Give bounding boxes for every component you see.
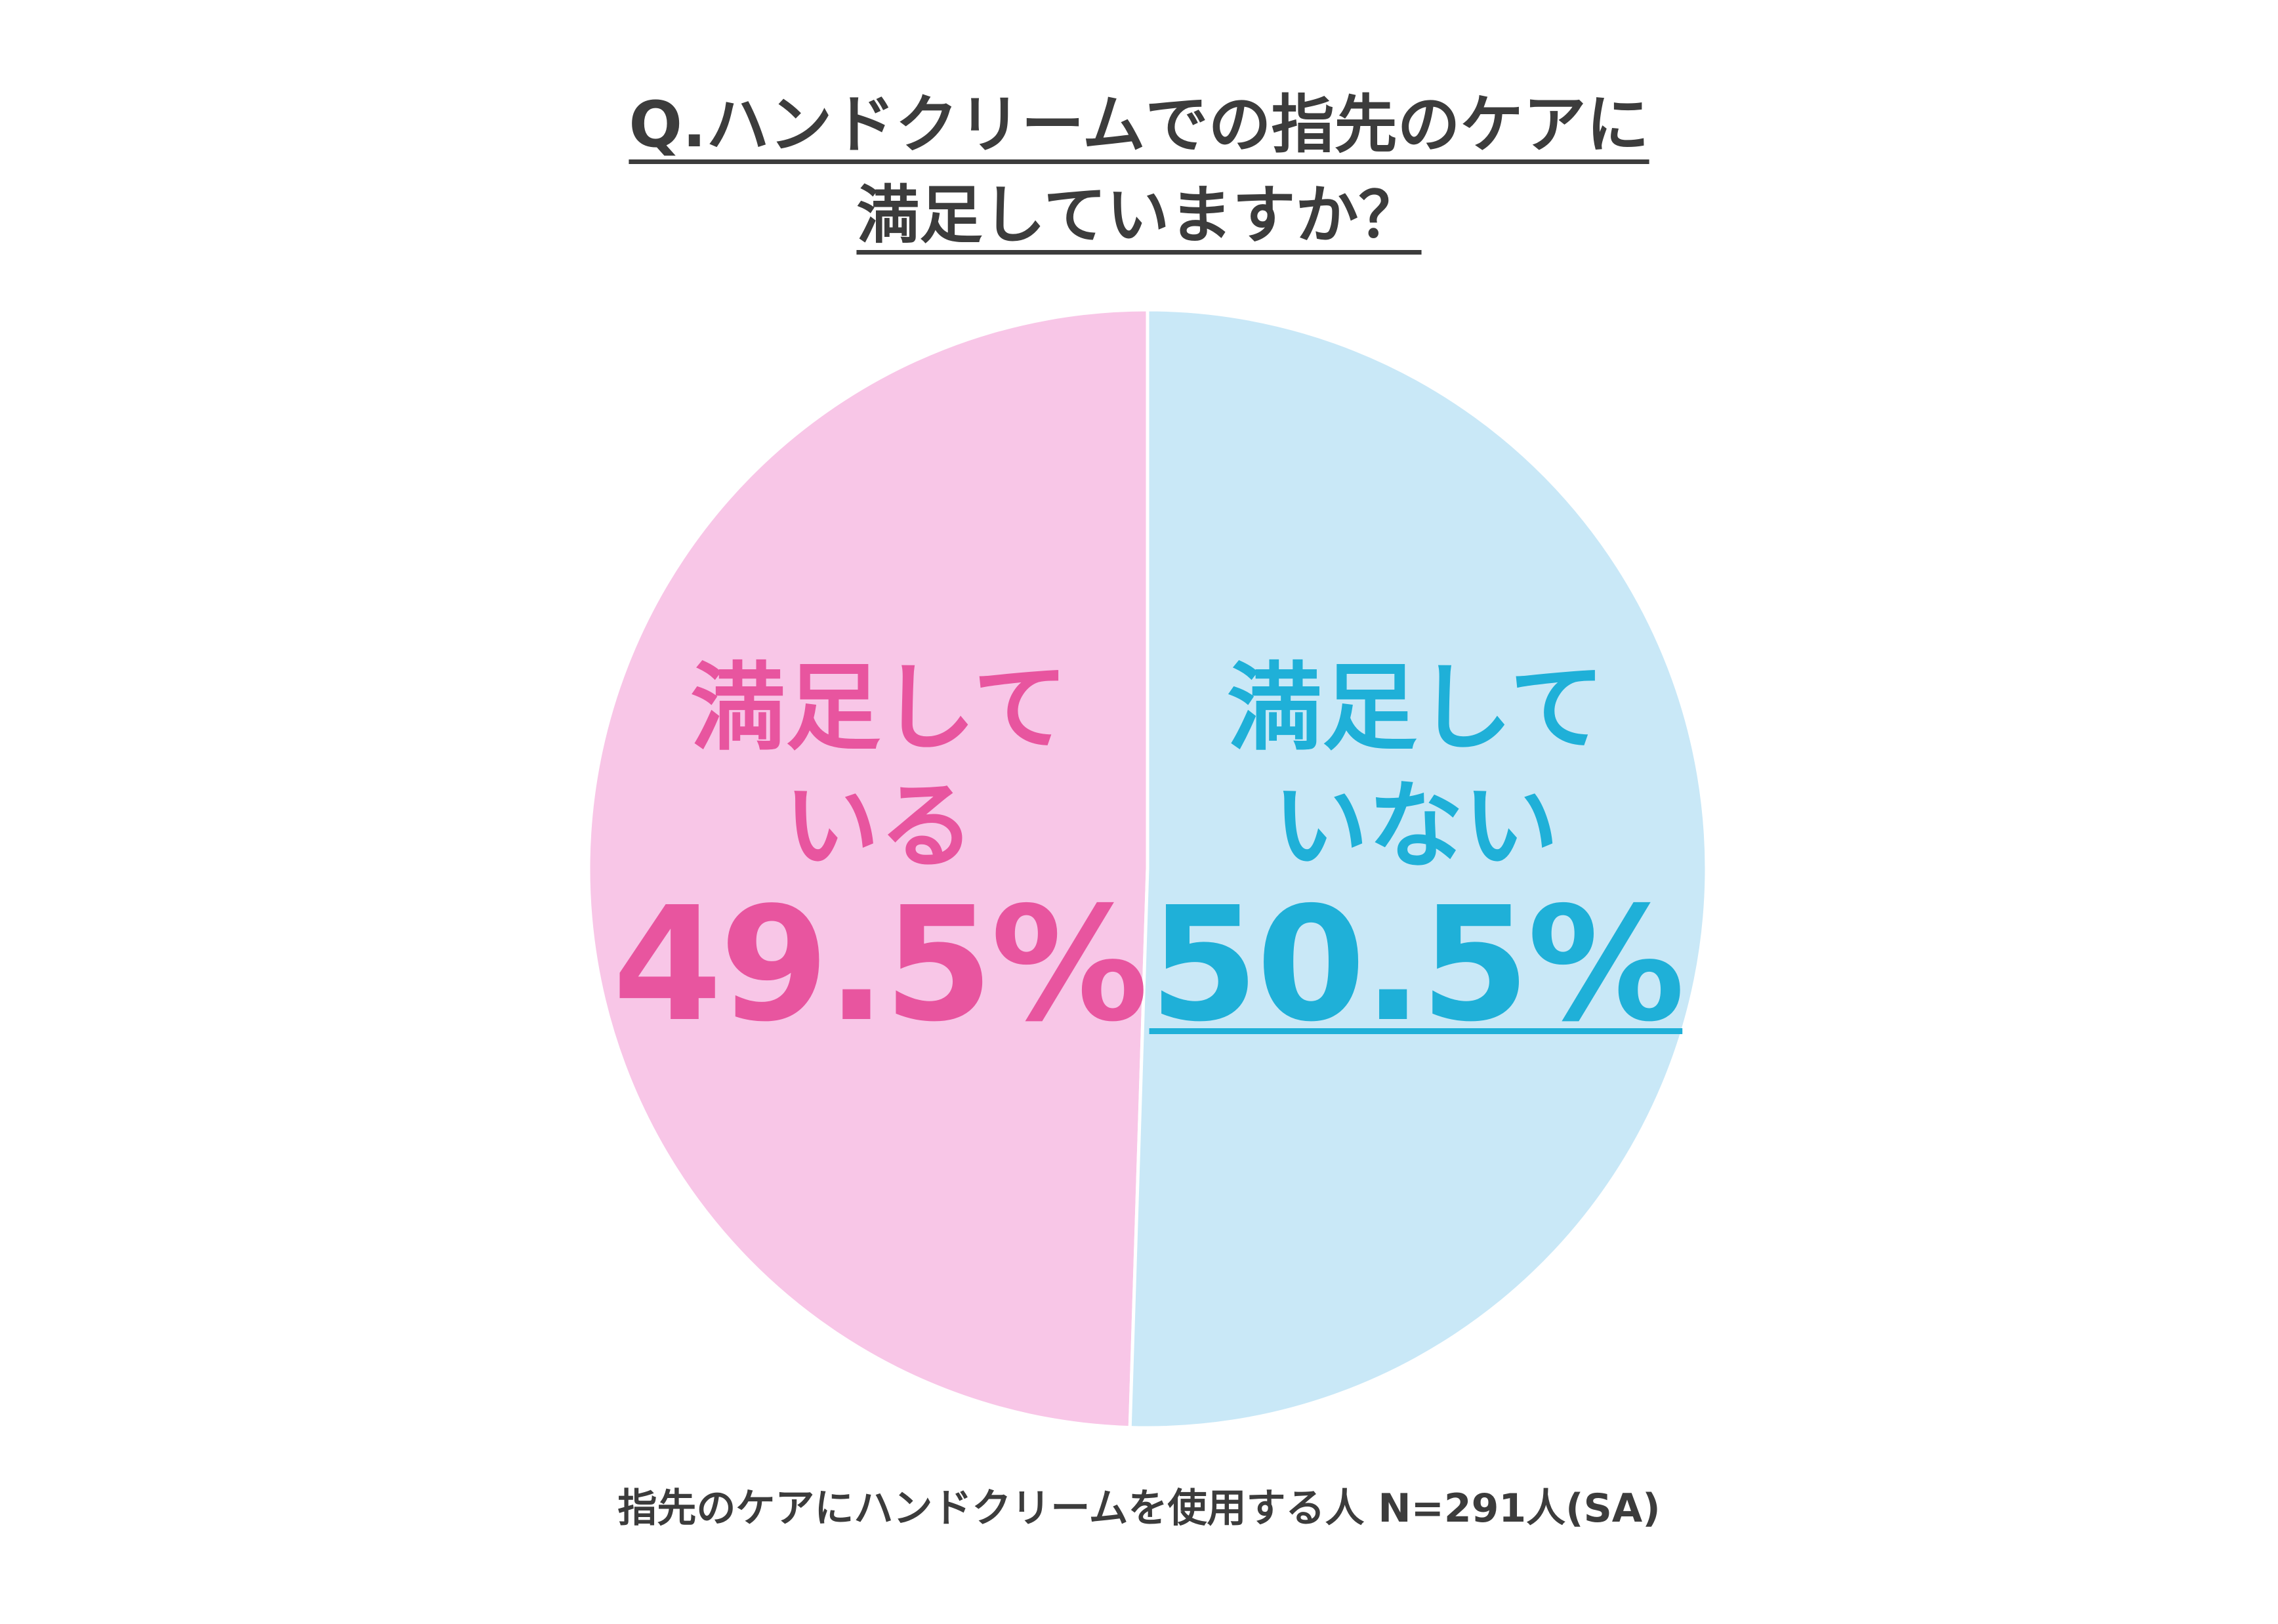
pie-slice [1128, 308, 1708, 1430]
chart-title: 満足していますか？ [856, 178, 1422, 252]
slice-label: 満足している [690, 653, 1068, 882]
chart-title: Q.ハンドクリームでの指先のケアに [629, 88, 1649, 161]
value-label: 49.5% [612, 873, 1149, 1056]
note: 指先のケアにハンドクリームを使用する人 N=291人(SA) [617, 1486, 1661, 1531]
slice-label: 満足していない [1227, 653, 1605, 882]
value-label: 50.5% [1149, 873, 1686, 1056]
pie-slice [587, 308, 1149, 1430]
